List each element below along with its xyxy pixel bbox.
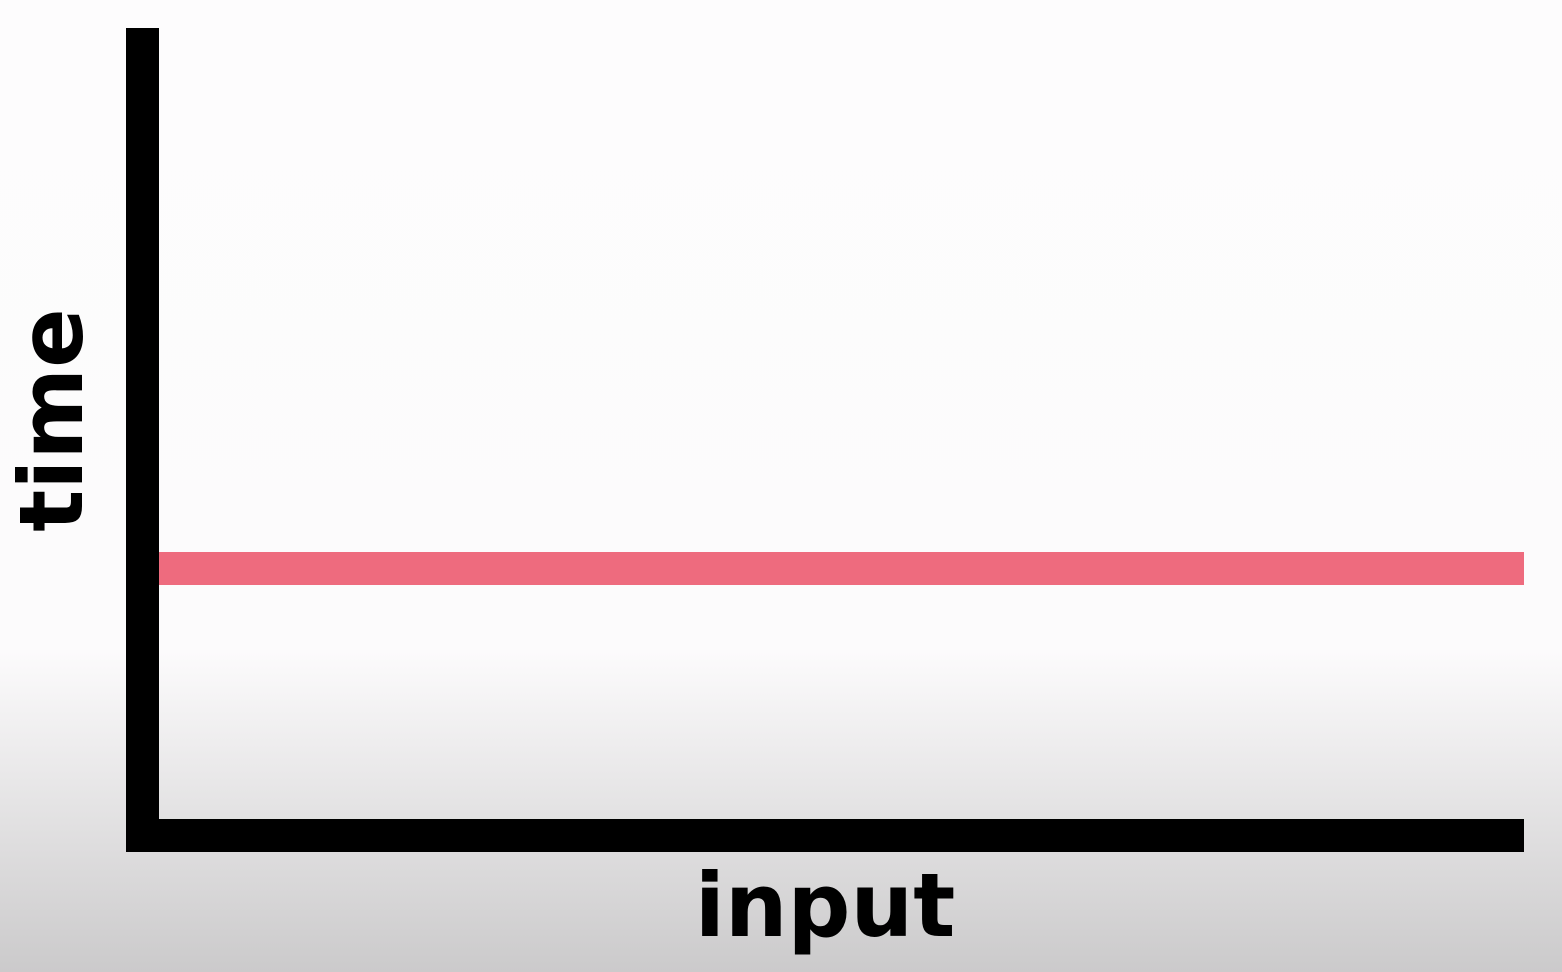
- constant-line: [159, 552, 1524, 585]
- x-axis: [126, 819, 1524, 852]
- y-axis: [126, 28, 159, 852]
- x-axis-label: input: [695, 854, 956, 957]
- y-axis-label: time: [0, 308, 103, 532]
